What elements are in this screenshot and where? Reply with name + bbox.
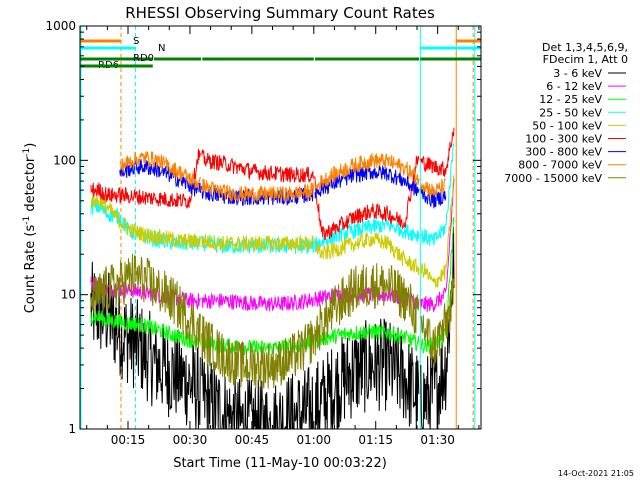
x-tick-label: 00:45 (235, 433, 270, 447)
series-line-100-300-kev (90, 127, 455, 241)
legend-label: 100 - 300 keV (525, 133, 602, 146)
legend-label: 7000 - 15000 keV (504, 172, 602, 185)
y-tick-label: 10 (61, 288, 76, 302)
y-axis-label-sup2: -1 (22, 148, 32, 157)
legend-header-line: Det 1,3,4,5,6,9, (542, 41, 628, 54)
legend-label: 12 - 25 keV (539, 93, 602, 106)
legend-label: 800 - 7000 keV (518, 159, 602, 172)
legend-label: 3 - 6 keV (553, 67, 602, 80)
x-tick-label: 00:30 (173, 433, 208, 447)
y-tick-label: 100 (53, 153, 76, 167)
series-line-7000-15000-kev (90, 253, 455, 389)
x-tick-label: 00:15 (111, 433, 146, 447)
series-line-50-100-kev (90, 175, 455, 288)
y-axis-label-main: Count Rate (s (23, 225, 38, 314)
y-tick-label: 1000 (45, 19, 76, 33)
footer-timestamp: 14-Oct-2021 21:05 (558, 469, 634, 478)
y-axis-label-mid: detector (23, 156, 38, 216)
legend: Det 1,3,4,5,6,9,FDecim 1, Att 03 - 6 keV… (504, 41, 628, 185)
legend-label: 50 - 100 keV (532, 119, 602, 132)
plot-frame (79, 25, 482, 430)
status-label-n: N (158, 43, 165, 54)
legend-header-line: FDecim 1, Att 0 (543, 53, 628, 66)
chart-title: RHESSI Observing Summary Count Rates (125, 4, 435, 22)
legend-label: 6 - 12 keV (546, 80, 602, 93)
chart-marks: SNRD0RD6 (80, 26, 481, 430)
status-label-rd0: RD0 (133, 53, 154, 64)
axes: 00:15 00:30 00:45 01:00 01:15 01:30 1 10 100 1000 (45, 19, 481, 447)
y-axis-label-end: ) (23, 143, 38, 148)
legend-label: 300 - 800 keV (525, 146, 602, 159)
y-axis-label-sup1: -1 (22, 216, 32, 225)
status-label-s: S (133, 36, 139, 47)
series-line-6-12-kev (90, 178, 455, 312)
x-tick-label: 01:15 (358, 433, 393, 447)
series-line-300-800-kev (119, 158, 447, 209)
y-axis-label: Count Rate (s-1 detector-1) (22, 143, 38, 314)
legend-label: 25 - 50 keV (539, 106, 602, 119)
x-tick-label: 01:30 (420, 433, 455, 447)
x-tick-label: 01:00 (296, 433, 331, 447)
x-axis-label: Start Time (11-May-10 00:03:22) (173, 456, 387, 471)
y-tick-label: 1 (68, 422, 76, 436)
series-line-800-7000-kev (119, 151, 447, 204)
